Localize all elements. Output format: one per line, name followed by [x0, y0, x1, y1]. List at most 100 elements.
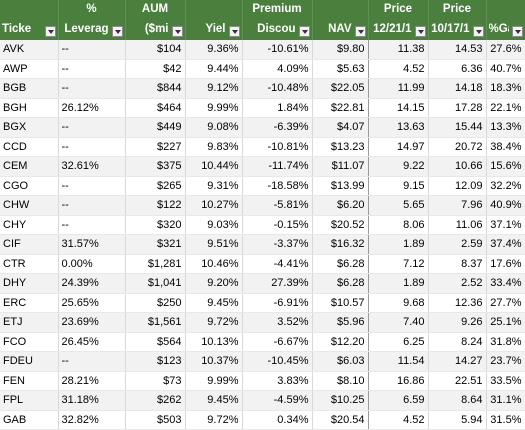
filter-dropdown-icon[interactable]: [298, 26, 310, 37]
cell-price-2[interactable]: 10.66: [428, 156, 487, 177]
cell-aum[interactable]: $73: [125, 371, 186, 391]
cell-ticker[interactable]: CGO: [0, 176, 59, 196]
cell-nav[interactable]: $6.03: [312, 351, 369, 372]
cell-ticker[interactable]: FDEU: [0, 351, 59, 372]
cell-ticker[interactable]: ETJ: [0, 312, 59, 333]
cell-premium[interactable]: -10.81%: [242, 137, 313, 157]
cell-premium[interactable]: 0.34%: [242, 410, 313, 430]
cell-yield[interactable]: 9.51%: [185, 234, 243, 255]
cell-leverage[interactable]: --: [58, 78, 126, 99]
cell-price-2[interactable]: 2.52: [428, 273, 487, 294]
cell-premium[interactable]: 3.52%: [242, 312, 313, 333]
cell-yield[interactable]: 9.83%: [185, 137, 243, 157]
cell-premium[interactable]: 27.39%: [242, 273, 313, 294]
cell-yield[interactable]: 9.12%: [185, 78, 243, 99]
cell-leverage[interactable]: 0.00%: [58, 254, 126, 274]
cell-premium[interactable]: -3.37%: [242, 234, 313, 255]
cell-gain[interactable]: 32.2%: [486, 176, 525, 196]
cell-nav[interactable]: $4.07: [312, 117, 369, 138]
cell-premium[interactable]: -11.74%: [242, 156, 313, 177]
cell-premium[interactable]: -6.91%: [242, 293, 313, 313]
cell-premium[interactable]: -4.41%: [242, 254, 313, 274]
cell-aum[interactable]: $844: [125, 78, 186, 99]
cell-yield[interactable]: 10.27%: [185, 195, 243, 216]
cell-price-1[interactable]: 14.97: [368, 137, 429, 157]
cell-price-1[interactable]: 4.52: [368, 59, 429, 79]
cell-price-1[interactable]: 11.54: [368, 351, 429, 372]
cell-aum[interactable]: $503: [125, 410, 186, 430]
cell-premium[interactable]: -10.48%: [242, 78, 313, 99]
cell-gain[interactable]: 33.4%: [486, 273, 525, 294]
cell-ticker[interactable]: AVK: [0, 40, 59, 60]
cell-leverage[interactable]: --: [58, 137, 126, 157]
filter-dropdown-icon[interactable]: [44, 26, 56, 37]
cell-leverage[interactable]: 24.39%: [58, 273, 126, 294]
cell-premium[interactable]: -18.58%: [242, 176, 313, 196]
cell-leverage[interactable]: 31.18%: [58, 390, 126, 411]
cell-price-1[interactable]: 6.59: [368, 390, 429, 411]
cell-price-2[interactable]: 22.51: [428, 371, 487, 391]
cell-premium[interactable]: -6.67%: [242, 332, 313, 352]
cell-aum[interactable]: $42: [125, 59, 186, 79]
cell-gain[interactable]: 37.4%: [486, 234, 525, 255]
cell-nav[interactable]: $20.54: [312, 410, 369, 430]
cell-ticker[interactable]: FEN: [0, 371, 59, 391]
cell-ticker[interactable]: BGX: [0, 117, 59, 138]
cell-gain[interactable]: 27.6%: [486, 40, 525, 60]
cell-ticker[interactable]: FPL: [0, 390, 59, 411]
cell-gain[interactable]: 25.1%: [486, 312, 525, 333]
cell-gain[interactable]: 18.3%: [486, 78, 525, 99]
cell-aum[interactable]: $122: [125, 195, 186, 216]
cell-price-1[interactable]: 5.65: [368, 195, 429, 216]
cell-price-2[interactable]: 12.36: [428, 293, 487, 313]
cell-gain[interactable]: 17.6%: [486, 254, 525, 274]
cell-price-2[interactable]: 20.72: [428, 137, 487, 157]
cell-yield[interactable]: 10.13%: [185, 332, 243, 352]
cell-gain[interactable]: 27.7%: [486, 293, 525, 313]
cell-gain[interactable]: 40.7%: [486, 59, 525, 79]
cell-leverage[interactable]: 26.12%: [58, 98, 126, 118]
cell-yield[interactable]: 10.44%: [185, 156, 243, 177]
cell-nav[interactable]: $13.23: [312, 137, 369, 157]
cell-price-2[interactable]: 8.64: [428, 390, 487, 411]
cell-aum[interactable]: $262: [125, 390, 186, 411]
cell-aum[interactable]: $564: [125, 332, 186, 352]
cell-price-2[interactable]: 5.94: [428, 410, 487, 430]
cell-price-1[interactable]: 11.38: [368, 40, 429, 60]
cell-leverage[interactable]: --: [58, 351, 126, 372]
cell-gain[interactable]: 23.7%: [486, 351, 525, 372]
cell-ticker[interactable]: BGH: [0, 98, 59, 118]
cell-yield[interactable]: 9.45%: [185, 293, 243, 313]
cell-leverage[interactable]: --: [58, 117, 126, 138]
cell-leverage[interactable]: 23.69%: [58, 312, 126, 333]
cell-premium[interactable]: -5.81%: [242, 195, 313, 216]
cell-aum[interactable]: $250: [125, 293, 186, 313]
cell-price-2[interactable]: 8.24: [428, 332, 487, 352]
filter-dropdown-icon[interactable]: [228, 26, 240, 37]
cell-gain[interactable]: 31.1%: [486, 390, 525, 411]
cell-price-1[interactable]: 4.52: [368, 410, 429, 430]
cell-leverage[interactable]: --: [58, 59, 126, 79]
cell-nav[interactable]: $9.80: [312, 40, 369, 60]
cell-aum[interactable]: $1,281: [125, 254, 186, 274]
cell-nav[interactable]: $10.25: [312, 390, 369, 411]
cell-yield[interactable]: 10.46%: [185, 254, 243, 274]
cell-gain[interactable]: 15.6%: [486, 156, 525, 177]
cell-price-1[interactable]: 7.40: [368, 312, 429, 333]
cell-nav[interactable]: $10.57: [312, 293, 369, 313]
cell-yield[interactable]: 9.45%: [185, 390, 243, 411]
cell-aum[interactable]: $464: [125, 98, 186, 118]
cell-price-2[interactable]: 11.06: [428, 215, 487, 235]
cell-yield[interactable]: 9.03%: [185, 215, 243, 235]
cell-aum[interactable]: $1,561: [125, 312, 186, 333]
cell-aum[interactable]: $227: [125, 137, 186, 157]
cell-ticker[interactable]: AWP: [0, 59, 59, 79]
cell-premium[interactable]: -4.59%: [242, 390, 313, 411]
cell-nav[interactable]: $22.05: [312, 78, 369, 99]
cell-nav[interactable]: $20.52: [312, 215, 369, 235]
cell-leverage[interactable]: --: [58, 176, 126, 196]
cell-nav[interactable]: $11.07: [312, 156, 369, 177]
cell-price-2[interactable]: 14.27: [428, 351, 487, 372]
cell-price-1[interactable]: 1.89: [368, 234, 429, 255]
cell-ticker[interactable]: ERC: [0, 293, 59, 313]
